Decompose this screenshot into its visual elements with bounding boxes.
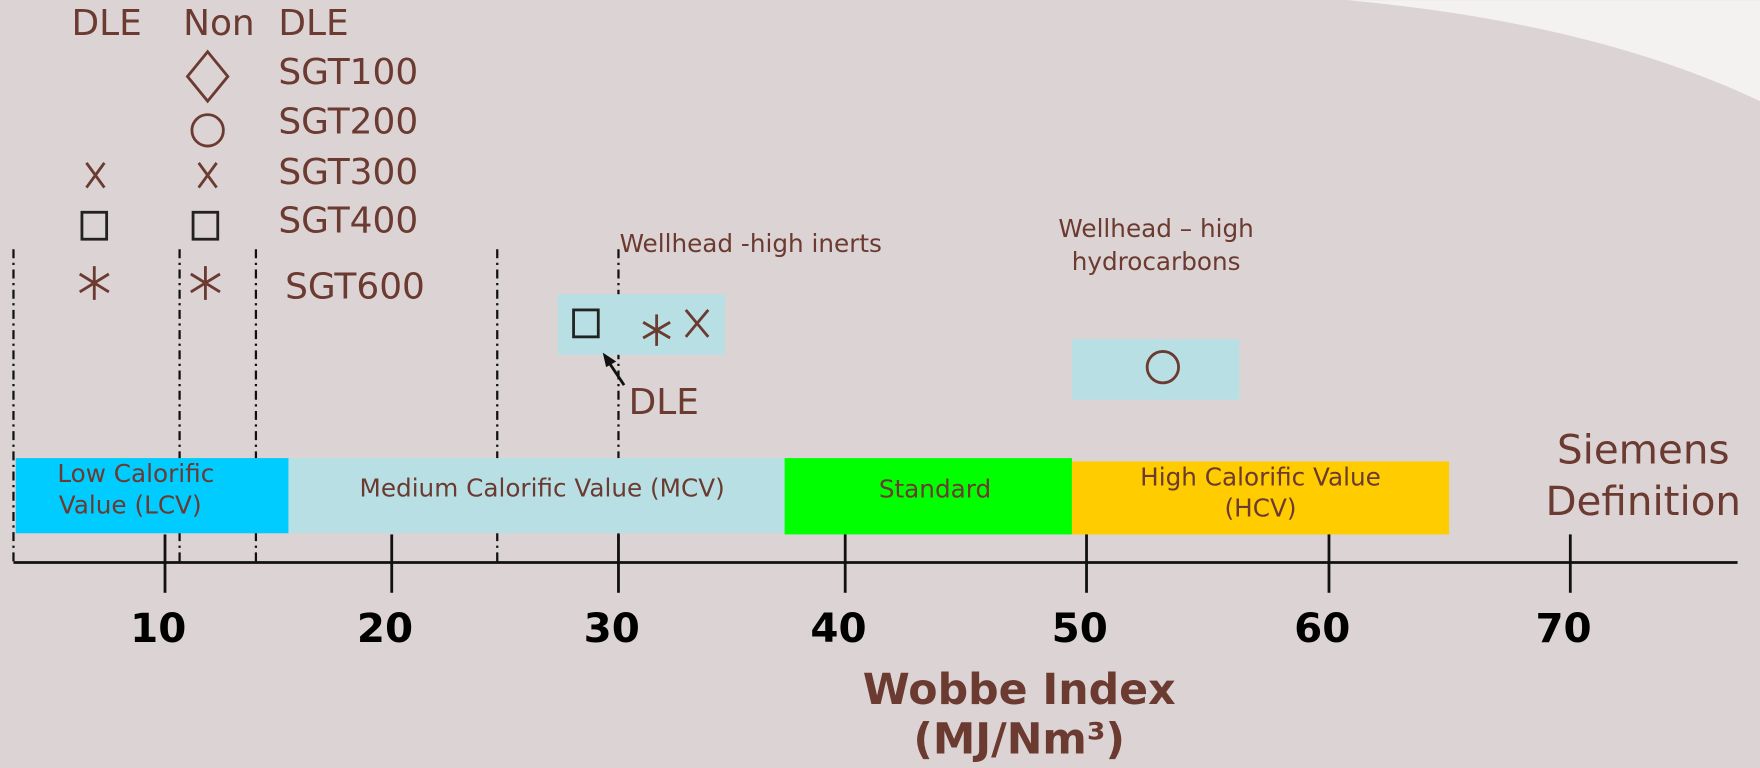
arrow-head — [602, 352, 617, 368]
band-label: (HCV) — [1225, 494, 1297, 523]
circle-symbol — [1145, 350, 1180, 385]
asterisk-symbol — [78, 266, 110, 300]
square-symbol — [191, 210, 220, 241]
asterisk-symbol — [190, 266, 221, 300]
model-label: SGT100 — [278, 52, 418, 93]
definition: Siemens — [1557, 425, 1730, 473]
legend-header: DLE — [278, 3, 348, 44]
cross-symbol — [197, 162, 218, 189]
axis-title: (MJ/Nm³) — [913, 715, 1125, 765]
band-label: Medium Calorific Value (MCV) — [360, 474, 725, 503]
band-lcv — [15, 458, 289, 534]
tick-label: 60 — [1294, 604, 1350, 652]
circle-symbol — [190, 113, 225, 148]
annotation: hydrocarbons — [1072, 247, 1241, 276]
tick-label: 20 — [357, 604, 413, 652]
background-curve — [1346, 0, 1760, 102]
square-symbol — [572, 308, 600, 339]
annotation: Wellhead – high — [1058, 214, 1253, 243]
diamond-symbol — [185, 49, 230, 104]
band-hcv — [1071, 461, 1450, 535]
band-standard — [784, 458, 1072, 535]
legend-header: DLE — [71, 3, 141, 44]
ticks: 10 20 30 40 50 60 70 — [130, 534, 1592, 652]
annotation: Wellhead -high inerts — [620, 229, 882, 258]
tick-label: 40 — [810, 604, 866, 652]
tick-label: 50 — [1052, 604, 1108, 652]
model-label: SGT600 — [285, 267, 425, 308]
cross-symbol — [684, 309, 710, 338]
model-label: SGT400 — [278, 200, 418, 241]
tick-label: 30 — [584, 604, 640, 652]
asterisk-symbol — [642, 314, 671, 346]
tick-label: 10 — [130, 604, 186, 652]
model-label: SGT200 — [278, 102, 418, 143]
boundary-lines — [12, 249, 620, 562]
band-label: Standard — [879, 475, 991, 504]
legend-header: Non — [183, 3, 255, 44]
band-mcv — [288, 458, 785, 534]
arrow — [607, 360, 626, 386]
inerts-box — [557, 294, 726, 355]
annotation: DLE — [629, 382, 699, 423]
hydrocarbons-box — [1071, 339, 1240, 400]
square-symbol — [80, 210, 109, 241]
band-label: Low Calorific — [57, 459, 214, 488]
band-label: High Calorific Value — [1140, 462, 1381, 491]
cross-symbol — [85, 162, 106, 189]
model-label: SGT300 — [278, 152, 418, 193]
axis-title: Wobbe Index — [863, 665, 1176, 715]
band-label: Value (LCV) — [59, 490, 202, 519]
tick-label: 70 — [1535, 604, 1591, 652]
definition: Definition — [1545, 477, 1741, 525]
